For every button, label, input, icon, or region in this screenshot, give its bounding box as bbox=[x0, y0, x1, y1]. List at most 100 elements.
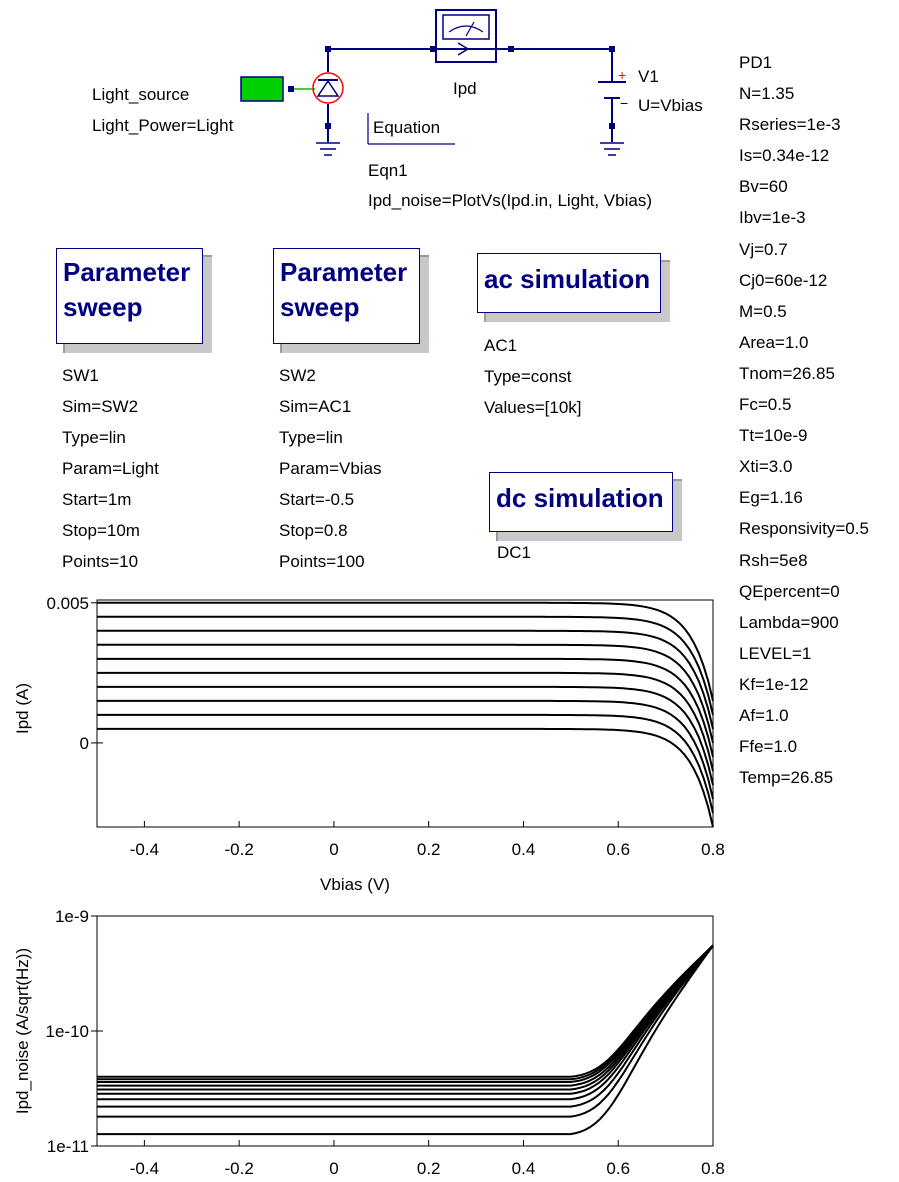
y-tick-label: 1e-11 bbox=[47, 1137, 89, 1156]
series-line bbox=[97, 944, 714, 1091]
y-axis-label: Ipd (A) bbox=[13, 683, 32, 734]
sweep1-title-line1: Parameter bbox=[63, 257, 191, 287]
x-tick-label: 0.8 bbox=[701, 1159, 725, 1178]
sweep1-param: Sim=SW2 bbox=[62, 397, 139, 416]
ammeter-icon bbox=[435, 9, 497, 63]
sweep2-params: SW2 Sim=AC1 Type=lin Param=Vbias Start=-… bbox=[279, 360, 382, 577]
pd-param: Af=1.0 bbox=[739, 705, 789, 725]
ac-param: AC1 bbox=[484, 336, 518, 355]
sweep2-param: Stop=0.8 bbox=[279, 521, 348, 540]
y-axis-label: Ipd_noise (A/sqrt(Hz)) bbox=[13, 948, 32, 1114]
v1-name: V1 bbox=[638, 67, 659, 86]
plot-frame bbox=[96, 915, 714, 1147]
pd-param: Rsh=5e8 bbox=[739, 550, 808, 570]
sweep2-title-line2: sweep bbox=[280, 292, 360, 322]
pd-param: Responsivity=0.5 bbox=[739, 519, 869, 539]
series-line bbox=[97, 657, 714, 758]
sweep2-param: Start=-0.5 bbox=[279, 490, 355, 509]
ammeter-label: Ipd bbox=[453, 79, 477, 98]
series-line bbox=[97, 945, 714, 1136]
sweep2-param: Param=Vbias bbox=[279, 459, 382, 478]
ac-param: Values=[10k] bbox=[484, 398, 582, 417]
pd-param: Area=1.0 bbox=[739, 332, 809, 352]
x-tick-label: 0.8 bbox=[701, 840, 725, 859]
x-tick-label: 0.2 bbox=[417, 840, 441, 859]
pd-param: Tnom=26.85 bbox=[739, 363, 835, 383]
series-line bbox=[97, 727, 714, 828]
pd-param: Xti=3.0 bbox=[739, 457, 793, 477]
pd-param: Cj0=60e-12 bbox=[739, 270, 828, 290]
light-source-name: Light_source bbox=[92, 85, 190, 104]
series-line bbox=[97, 944, 714, 1078]
x-tick-label: -0.2 bbox=[225, 840, 254, 859]
ac-params: AC1 Type=const Values=[10k] bbox=[484, 330, 582, 423]
pd-param: LEVEL=1 bbox=[739, 643, 812, 663]
sweep1-block[interactable]: Parameter sweep bbox=[56, 248, 203, 344]
series-line bbox=[97, 615, 714, 716]
v1-minus: − bbox=[620, 95, 629, 111]
pd-param: Ibv=1e-3 bbox=[739, 208, 806, 228]
dc-params: DC1 bbox=[497, 537, 531, 568]
y-tick-label: 1e-9 bbox=[55, 907, 89, 926]
series-line bbox=[97, 601, 714, 702]
x-tick-label: -0.4 bbox=[130, 1159, 159, 1178]
pd-param: Fc=0.5 bbox=[739, 395, 792, 415]
equation-title: Equation bbox=[373, 118, 441, 137]
series-line bbox=[97, 944, 714, 1087]
sweep2-title-line1: Parameter bbox=[280, 257, 408, 287]
x-tick-label: 0.4 bbox=[512, 1159, 536, 1178]
dc-param: DC1 bbox=[497, 543, 532, 562]
sweep2-param: SW2 bbox=[279, 366, 316, 385]
photodiode-name: PD1 bbox=[739, 53, 773, 72]
sweep2-block[interactable]: Parameter sweep bbox=[273, 248, 420, 344]
sweep1-param: Start=1m bbox=[62, 490, 132, 509]
series-line bbox=[97, 699, 714, 800]
sweep2-param: Sim=AC1 bbox=[279, 397, 352, 416]
sweep1-param: Points=10 bbox=[62, 552, 139, 571]
pd-param: Is=0.34e-12 bbox=[739, 146, 830, 166]
x-tick-label: 0.6 bbox=[606, 840, 630, 859]
series-line bbox=[97, 685, 714, 786]
y-tick-label: 1e-10 bbox=[46, 1022, 89, 1041]
x-tick-label: 0 bbox=[329, 840, 338, 859]
plot-frame bbox=[96, 599, 714, 828]
ac-simulation-block[interactable]: ac simulation bbox=[477, 253, 661, 313]
series-line bbox=[97, 944, 714, 1083]
pd-param: Bv=60 bbox=[739, 177, 788, 197]
v1-param: U=Vbias bbox=[638, 96, 703, 115]
series-line bbox=[97, 629, 714, 730]
x-tick-label: -0.4 bbox=[130, 840, 159, 859]
pd-param: QEpercent=0 bbox=[739, 581, 840, 601]
sweep1-param: Stop=10m bbox=[62, 521, 140, 540]
dc-simulation-block[interactable]: dc simulation bbox=[489, 472, 673, 532]
series-line bbox=[97, 713, 714, 814]
dc-simulation-title: dc simulation bbox=[496, 483, 664, 513]
pd-param: Rseries=1e-3 bbox=[739, 115, 841, 135]
pd-param: Kf=1e-12 bbox=[739, 674, 809, 694]
pd-param: Vj=0.7 bbox=[739, 239, 788, 259]
series-line bbox=[97, 944, 714, 1101]
sweep1-title-line2: sweep bbox=[63, 292, 143, 322]
sweep1-param: SW1 bbox=[62, 366, 99, 385]
series-line bbox=[97, 671, 714, 772]
series-line bbox=[97, 643, 714, 744]
pd-param: N=1.35 bbox=[739, 84, 795, 104]
pd-param: Ffe=1.0 bbox=[739, 737, 798, 757]
sweep1-param: Type=lin bbox=[62, 428, 126, 447]
sweep2-param: Type=lin bbox=[279, 428, 343, 447]
x-tick-label: 0.2 bbox=[417, 1159, 441, 1178]
x-tick-label: -0.2 bbox=[225, 1159, 254, 1178]
pd-param: Eg=1.16 bbox=[739, 488, 803, 508]
ac-simulation-title: ac simulation bbox=[484, 264, 651, 294]
x-tick-label: 0.4 bbox=[512, 840, 536, 859]
ac-param: Type=const bbox=[484, 367, 572, 386]
series-line bbox=[97, 944, 714, 1095]
x-tick-label: 0 bbox=[329, 1159, 338, 1178]
equation-expression: Ipd_noise=PlotVs(Ipd.in, Light, Vbias) bbox=[368, 191, 652, 210]
photodiode-params: PD1 N=1.35 Rseries=1e-3 Is=0.34e-12 Bv=6… bbox=[739, 47, 869, 793]
series-line bbox=[97, 944, 714, 1081]
pd-param: Tt=10e-9 bbox=[739, 426, 808, 446]
v1-plus: + bbox=[618, 67, 627, 83]
